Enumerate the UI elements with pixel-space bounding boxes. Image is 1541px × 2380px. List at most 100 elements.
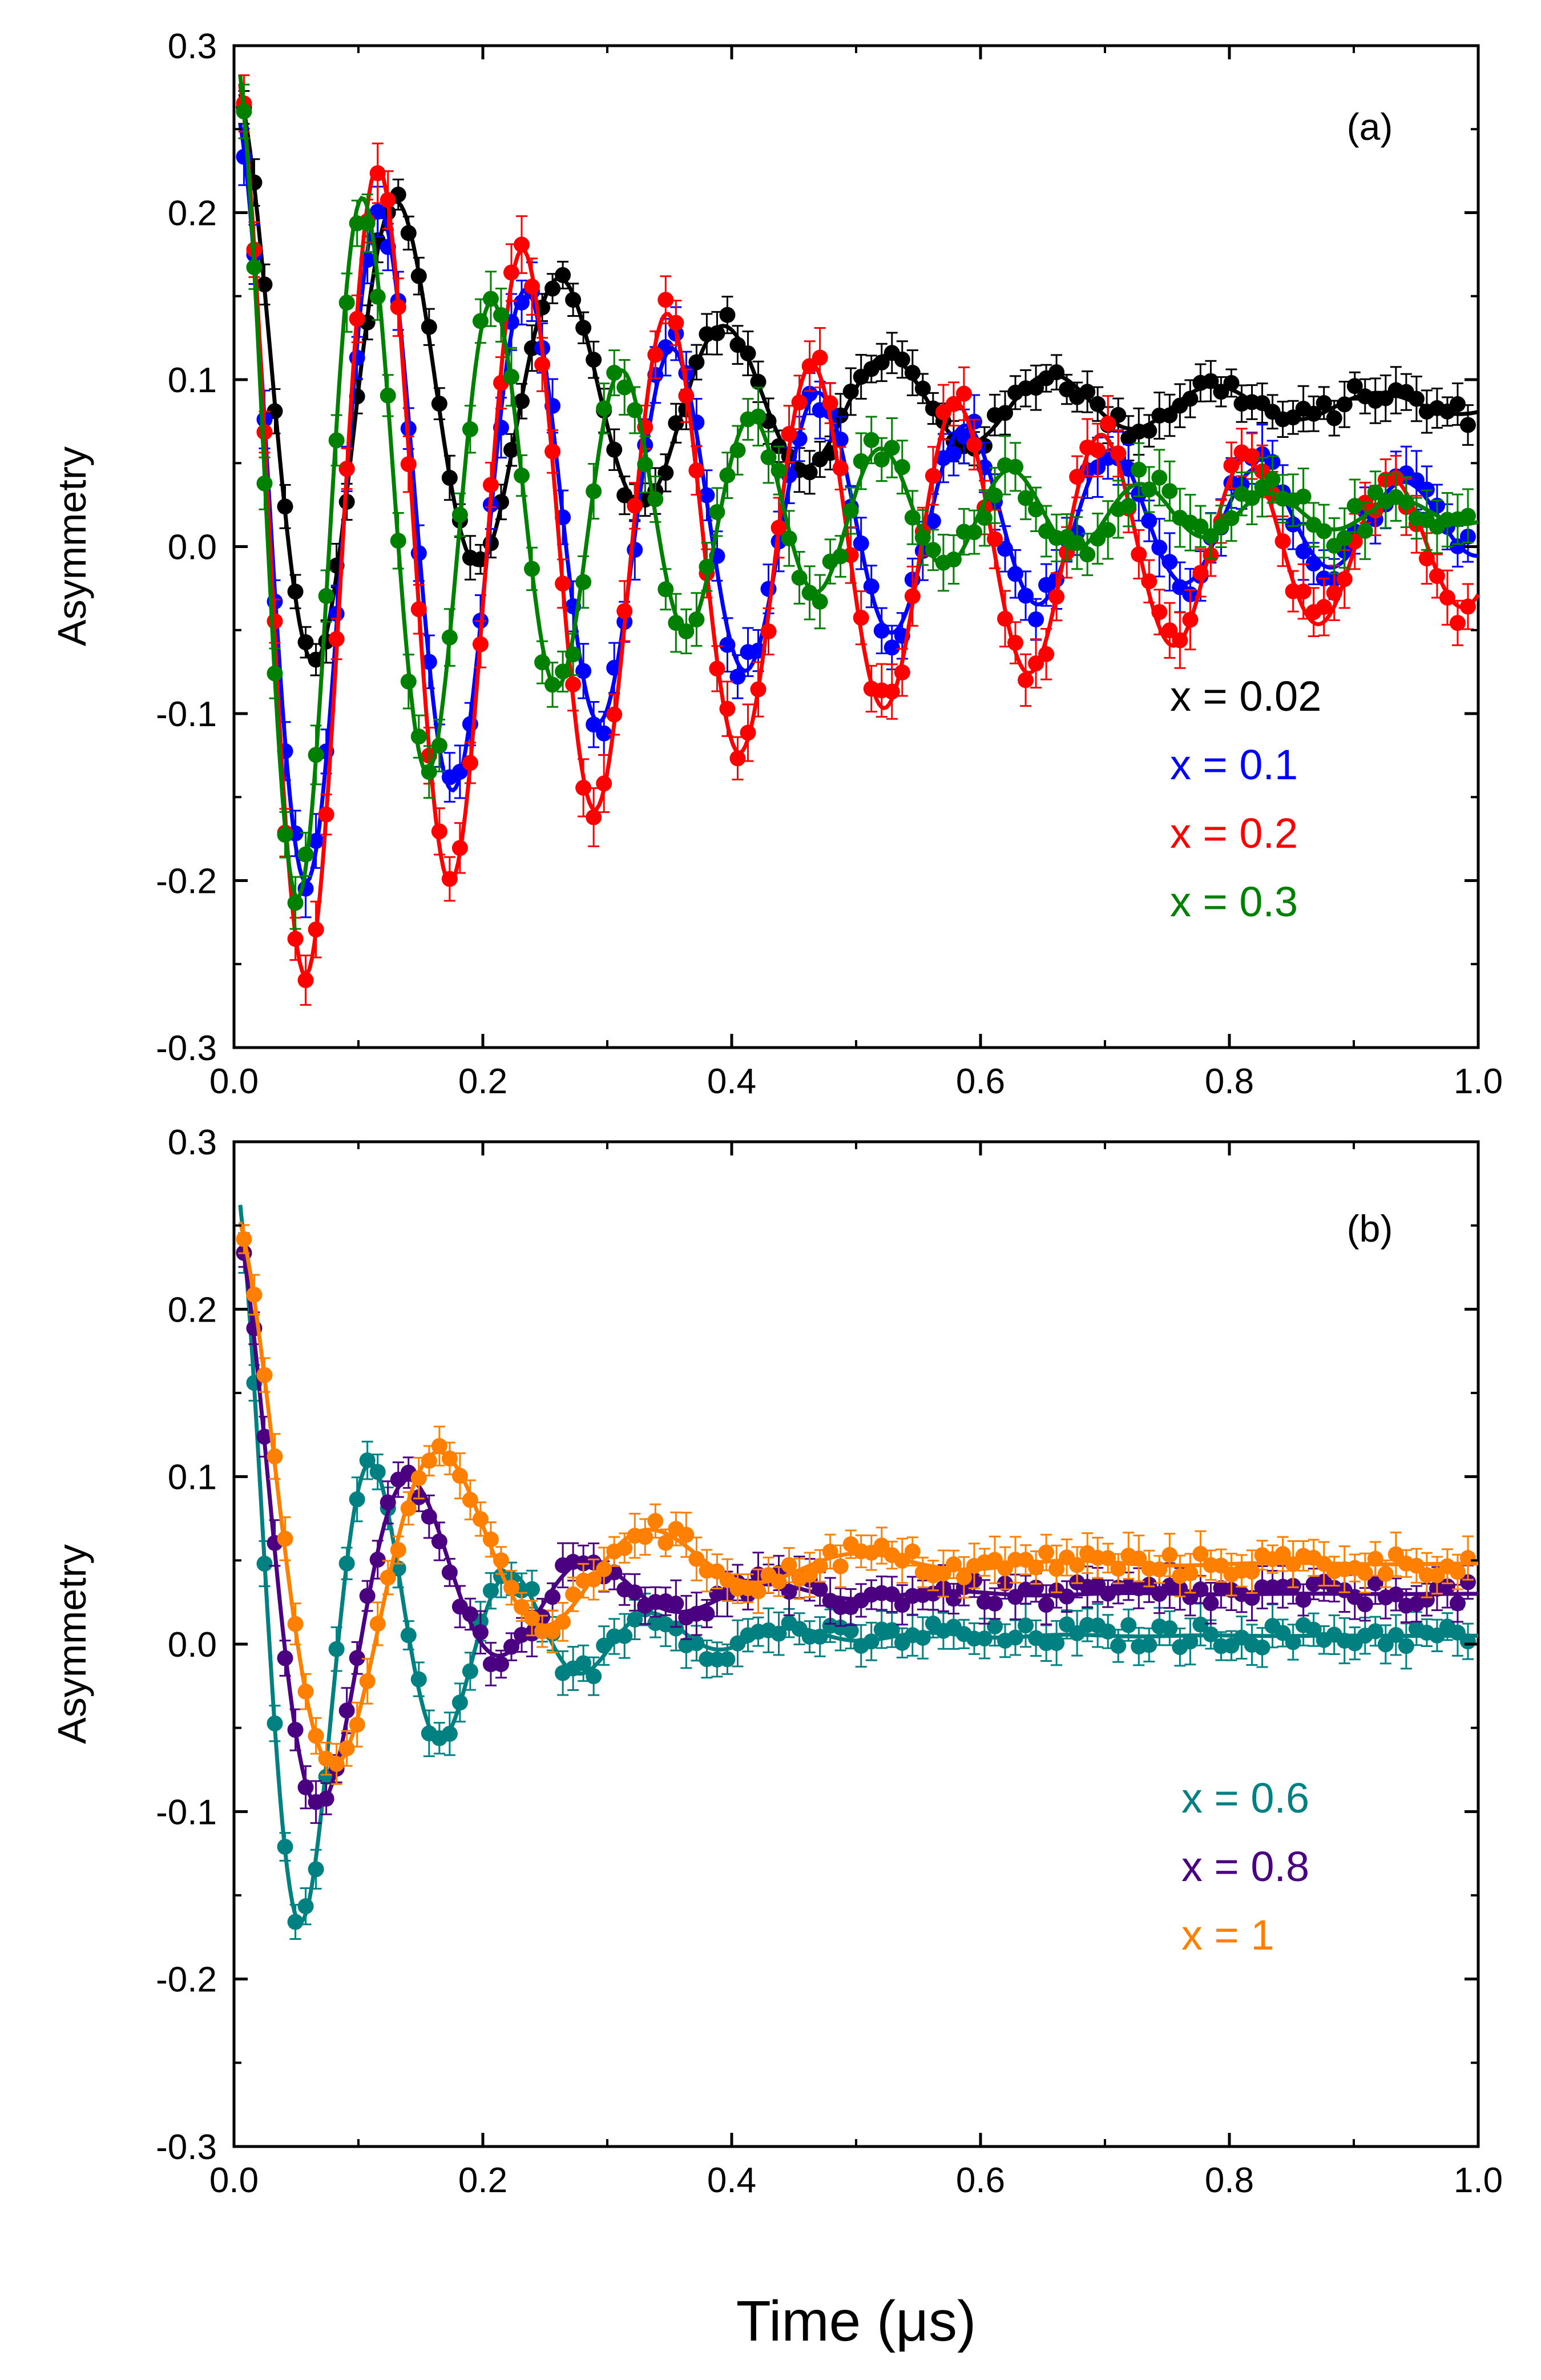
data-point-b-2-43	[678, 1527, 695, 1543]
data-point-b-2-53	[781, 1557, 797, 1573]
data-point-a-3-65	[904, 509, 921, 526]
data-point-a-3-9	[328, 432, 345, 449]
data-point-a-0-47	[719, 307, 736, 323]
x-tick-label-a-1: 0.2	[458, 1062, 507, 1101]
data-point-b-1-78	[1038, 1597, 1055, 1613]
panel-b-series	[236, 1205, 1479, 1940]
data-point-b-1-25	[493, 1656, 509, 1672]
data-point-a-2-71	[966, 436, 982, 453]
data-point-a-0-50	[750, 373, 767, 390]
data-point-b-1-12	[359, 1588, 376, 1604]
data-point-a-0-49	[740, 345, 756, 361]
data-point-a-2-52	[770, 520, 787, 536]
data-point-a-1-45	[699, 487, 715, 504]
data-point-a-2-14	[380, 192, 396, 208]
data-point-b-2-92	[1182, 1565, 1199, 1581]
data-point-a-0-5	[287, 583, 304, 600]
data-point-a-2-20	[441, 871, 458, 887]
data-point-a-3-8	[318, 588, 334, 605]
data-point-a-1-48	[729, 669, 746, 685]
data-point-a-3-96	[1223, 510, 1240, 526]
data-point-a-1-114	[1408, 472, 1425, 489]
data-point-b-1-117	[1439, 1578, 1455, 1594]
data-point-a-2-63	[884, 683, 900, 700]
y-tick-label-a-4: -0.1	[156, 695, 217, 734]
data-point-a-3-4	[277, 827, 293, 843]
data-point-b-0-4	[277, 1838, 293, 1855]
data-point-a-3-77	[1028, 501, 1044, 518]
data-point-b-2-41	[657, 1535, 674, 1551]
data-point-a-2-54	[791, 394, 808, 410]
data-point-b-0-94	[1203, 1626, 1219, 1642]
data-point-b-0-76	[1018, 1617, 1034, 1634]
data-point-b-2-112	[1387, 1546, 1404, 1562]
data-point-a-3-13	[369, 288, 386, 305]
data-point-b-0-42	[668, 1620, 684, 1637]
data-point-a-3-22	[462, 421, 478, 437]
data-point-a-0-55	[801, 464, 818, 481]
data-point-a-0-18	[421, 319, 437, 335]
data-point-b-2-37	[616, 1540, 633, 1556]
data-point-a-0-44	[688, 354, 705, 371]
data-point-a-3-58	[832, 548, 849, 565]
data-point-a-3-18	[421, 764, 437, 780]
data-point-a-2-10	[338, 461, 355, 477]
data-point-a-2-3	[267, 613, 283, 630]
data-point-b-2-19	[431, 1438, 447, 1455]
data-point-a-2-74	[997, 610, 1014, 627]
data-point-a-1-18	[421, 654, 437, 670]
data-point-a-2-73	[986, 531, 1003, 547]
data-point-b-0-47	[719, 1651, 736, 1668]
data-point-a-3-105	[1316, 523, 1332, 539]
data-point-a-2-11	[349, 311, 365, 327]
data-point-a-2-76	[1018, 672, 1034, 688]
data-point-a-1-47	[719, 637, 736, 653]
data-point-b-2-68	[935, 1565, 951, 1582]
data-point-b-2-21	[451, 1468, 468, 1484]
data-point-a-3-30	[544, 676, 561, 693]
data-point-b-0-9	[328, 1641, 345, 1657]
data-point-b-2-101	[1274, 1546, 1291, 1562]
data-point-a-2-93	[1192, 565, 1209, 581]
data-point-a-2-91	[1172, 632, 1188, 649]
panel-a-x-ticks: 0.0 0.2 0.4 0.6 0.8 1.0	[209, 46, 1503, 1101]
data-point-a-0-66	[914, 380, 931, 397]
data-point-b-2-7	[308, 1727, 324, 1744]
data-point-a-3-17	[410, 728, 427, 745]
x-tick-label-a-3: 0.6	[956, 1062, 1005, 1101]
data-point-b-2-69	[945, 1556, 962, 1573]
data-point-b-2-35	[596, 1561, 612, 1577]
data-point-a-2-87	[1131, 546, 1147, 563]
data-point-b-1-14	[380, 1494, 396, 1511]
data-point-b-0-90	[1161, 1620, 1178, 1637]
data-point-a-2-84	[1100, 416, 1116, 432]
data-point-b-2-84	[1100, 1550, 1116, 1566]
data-point-b-1-38	[627, 1584, 643, 1601]
data-point-b-0-12	[359, 1452, 376, 1469]
data-point-b-1-98	[1244, 1590, 1260, 1606]
data-point-a-2-65	[904, 588, 921, 605]
data-point-a-3-35	[596, 400, 612, 417]
data-point-a-3-109	[1357, 522, 1373, 539]
data-point-a-3-44	[688, 611, 705, 628]
series-b-0	[236, 1205, 1478, 1940]
data-point-a-3-39	[637, 456, 653, 473]
data-point-a-2-27	[514, 236, 530, 253]
data-point-a-3-69	[945, 551, 962, 568]
data-point-b-2-18	[421, 1452, 437, 1469]
data-point-a-1-69	[945, 446, 962, 462]
data-point-a-2-40	[647, 347, 664, 363]
data-point-a-3-59	[842, 502, 859, 519]
data-point-a-2-79	[1048, 589, 1065, 605]
legend-a-entry-3: x = 0.3	[1170, 878, 1298, 925]
data-point-a-1-67	[925, 513, 941, 529]
data-point-b-0-35	[596, 1637, 612, 1654]
legend-a-entry-2: x = 0.2	[1170, 810, 1298, 857]
data-point-a-2-15	[390, 299, 406, 316]
data-point-b-0-86	[1120, 1617, 1137, 1633]
data-point-a-0-94	[1203, 373, 1219, 389]
data-point-a-3-61	[863, 432, 880, 448]
data-point-a-3-5	[287, 895, 304, 911]
data-point-a-0-107	[1336, 396, 1353, 413]
data-point-a-2-16	[400, 456, 417, 473]
